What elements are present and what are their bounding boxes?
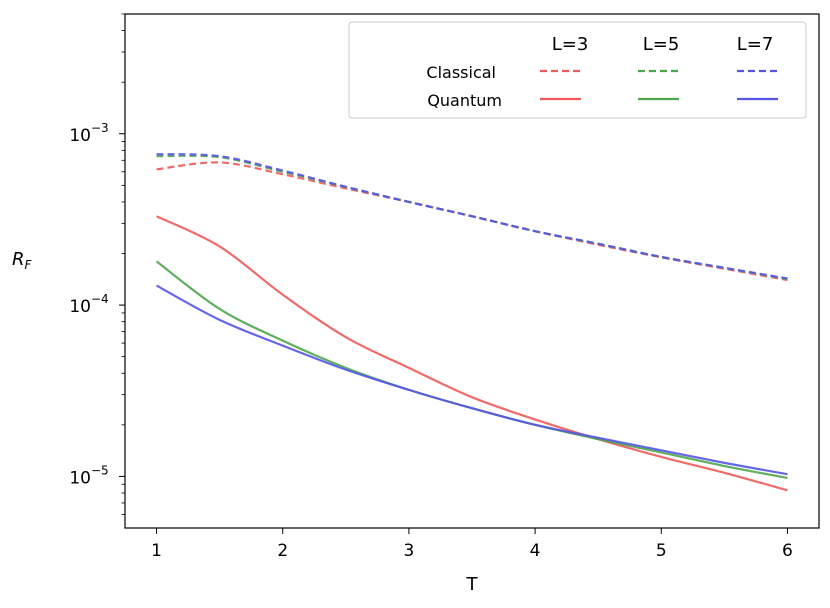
axis-ticks (119, 133, 788, 534)
y-tick-label: 10−3 (69, 121, 108, 146)
x-tick-label: 3 (403, 541, 414, 561)
x-tick-label: 6 (782, 541, 793, 561)
series-layer (155, 153, 788, 492)
series-line-classical-l7 (156, 153, 788, 280)
legend-row-quantum: Quantum (427, 91, 502, 110)
legend-header-l3: L=3 (552, 34, 589, 55)
x-tick-label: 4 (530, 541, 541, 561)
series-line-quantum-l7 (156, 284, 788, 476)
legend-header-l5: L=5 (643, 34, 680, 55)
x-tick-label: 1 (151, 541, 162, 561)
y-tick-label: 10−4 (69, 292, 108, 317)
x-axis-label: T (466, 574, 479, 595)
series-line-quantum-l3 (156, 215, 788, 492)
x-tick-label: 5 (656, 541, 667, 561)
legend: L=3 L=5 L=7 Classical Quantum (348, 21, 807, 119)
plot-frame (124, 13, 820, 529)
y-tick-label: 10−5 (69, 463, 108, 488)
legend-header-l7: L=7 (737, 34, 774, 55)
x-tick-label: 2 (277, 541, 288, 561)
y-axis-label: RF (12, 249, 33, 272)
legend-row-classical: Classical (426, 63, 496, 82)
tick-labels: 1 2 3 4 5 6 10−5 10−4 10−3 (69, 121, 793, 561)
